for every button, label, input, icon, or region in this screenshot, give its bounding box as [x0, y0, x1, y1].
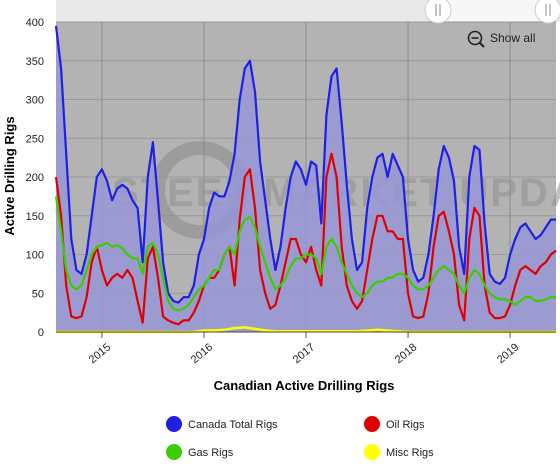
show-all-label: Show all	[490, 31, 535, 45]
series-area-0	[56, 25, 556, 333]
zoom-out-icon	[467, 30, 485, 48]
legend-label: Oil Rigs	[386, 419, 425, 431]
y-tick-label: 300	[26, 95, 44, 107]
navigator-handle-right[interactable]	[534, 0, 560, 24]
legend-item[interactable]: Gas Rigs	[166, 444, 234, 460]
y-tick-label: 50	[32, 288, 44, 300]
y-tick-label: 400	[26, 17, 44, 29]
legend-label: Gas Rigs	[188, 447, 234, 459]
navigator-handle-left[interactable]	[424, 0, 452, 24]
y-tick-label: 200	[26, 172, 44, 184]
navigator-window[interactable]	[438, 0, 548, 22]
legend-marker	[166, 444, 182, 460]
y-tick-label: 0	[38, 327, 44, 339]
series-line-oil-rigs[interactable]	[54, 152, 557, 326]
y-tick-label: 250	[26, 133, 44, 145]
legend-marker	[364, 416, 380, 432]
legend-item[interactable]: Oil Rigs	[364, 416, 425, 432]
legend-label: Misc Rigs	[386, 447, 434, 459]
legend-item[interactable]: Canada Total Rigs	[166, 416, 278, 432]
legend-label: Canada Total Rigs	[188, 419, 278, 431]
y-axis-title: Active Drilling Rigs	[2, 116, 17, 235]
y-tick-label: 100	[26, 250, 44, 262]
y-tick-label: 350	[26, 56, 44, 68]
legend-item[interactable]: Misc Rigs	[364, 444, 434, 460]
legend-marker	[364, 444, 380, 460]
x-axis-title: Canadian Active Drilling Rigs	[214, 378, 395, 393]
series-line-canada-total-rigs[interactable]	[54, 25, 556, 304]
show-all-button[interactable]: Show all	[467, 30, 536, 48]
y-tick-label: 150	[26, 211, 44, 223]
legend: Canada Total Rigs Oil Rigs Gas Rigs Misc Ri…	[166, 416, 434, 460]
series-line-gas-rigs[interactable]	[54, 196, 556, 312]
legend-marker	[166, 416, 182, 432]
